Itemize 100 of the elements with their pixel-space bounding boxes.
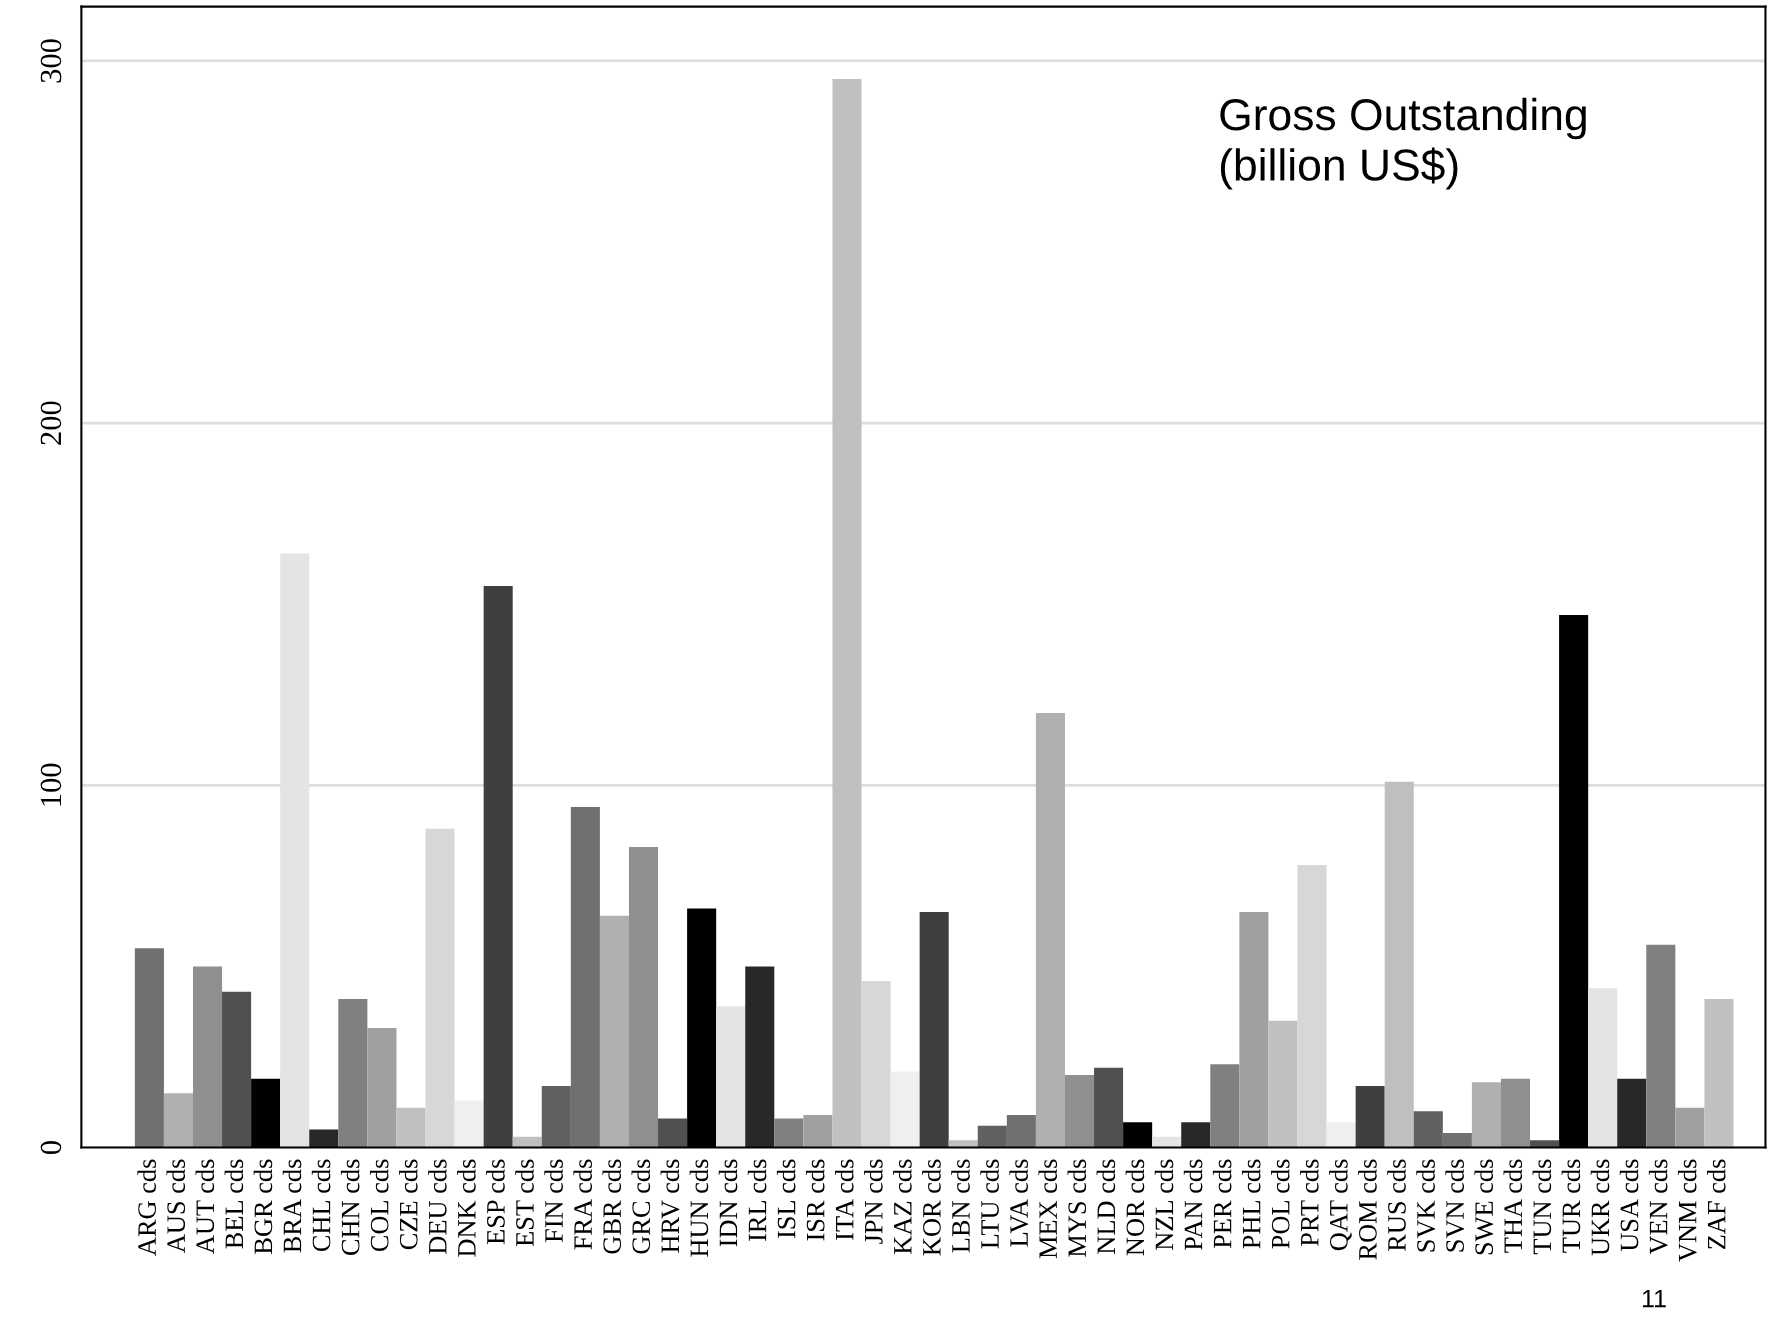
x-tick-label: AUT cds [195, 1159, 215, 1254]
x-tick-label: PAN cds [1183, 1159, 1203, 1251]
x-tick-label: PRT cds [1300, 1159, 1319, 1247]
bar [134, 948, 164, 1148]
x-tick-label: ARG cds [137, 1159, 156, 1256]
bar [658, 1118, 688, 1148]
bar [1064, 1075, 1095, 1148]
x-tick-label: DEU cds [428, 1159, 447, 1254]
bar [890, 1071, 920, 1148]
bar [1355, 1085, 1385, 1148]
x-tick-label: GBR cds [602, 1159, 622, 1254]
x-tick-label: NOR cds [1125, 1159, 1145, 1256]
bar [1646, 944, 1676, 1148]
x-tick-label: BEL cds [224, 1159, 244, 1249]
x-tick-label: HRV cds [660, 1159, 680, 1253]
bar [1181, 1122, 1211, 1148]
x-tick-label: LBN cds [951, 1159, 970, 1253]
x-tick-label: MEX cds [1038, 1159, 1058, 1259]
bar [1239, 912, 1269, 1148]
x-tick-label: CHL cds [311, 1159, 331, 1252]
bar [1094, 1067, 1124, 1148]
x-tick-label: EST cds [515, 1159, 534, 1247]
x-tick-label: MYS cds [1067, 1159, 1087, 1257]
bar [716, 1006, 746, 1148]
x-tick-label: DNK cds [457, 1159, 476, 1257]
x-tick-label: VNM cds [1677, 1159, 1697, 1262]
y-tick-label: 100 [40, 763, 62, 806]
x-tick-label: KAZ cds [893, 1159, 912, 1254]
bar [1675, 1107, 1705, 1148]
bar [1442, 1133, 1472, 1148]
bar [1500, 1078, 1531, 1148]
x-tick-label: CZE cds [399, 1159, 418, 1250]
y-tick-label: 200 [40, 401, 62, 445]
x-tick-label: BGR cds [253, 1159, 273, 1254]
annotation: Gross Outstanding (billion US$) [1220, 97, 1586, 190]
bar [570, 807, 600, 1148]
x-tick-label: TUN cds [1532, 1159, 1552, 1255]
x-tick-label: SWE cds [1474, 1159, 1494, 1255]
bar [1268, 1020, 1298, 1148]
bar [222, 991, 252, 1148]
x-tick-label: LVA cds [1009, 1159, 1029, 1247]
x-tick-label: JPN cds [864, 1159, 883, 1244]
bar [163, 1093, 193, 1148]
bar [541, 1085, 571, 1148]
bar [192, 966, 223, 1148]
bar [483, 586, 513, 1148]
bar [454, 1100, 484, 1148]
x-tick-label: LTU cds [980, 1159, 999, 1249]
bar [774, 1118, 804, 1148]
bar [425, 828, 455, 1148]
bar [1588, 988, 1618, 1148]
x-tick-label: PER cds [1212, 1159, 1232, 1249]
bar [628, 846, 659, 1148]
bar [745, 966, 775, 1148]
bar [1210, 1064, 1240, 1148]
x-tick-label: GRC cds [631, 1159, 651, 1254]
y-tick-label: 0 [40, 1141, 62, 1154]
bar [309, 1129, 339, 1148]
x-tick-label: ZAF cds [1706, 1159, 1726, 1250]
x-tick-label: CHN cds [340, 1159, 360, 1256]
x-tick-label: QAT cds [1329, 1159, 1352, 1251]
x-tick-label: IDN cds [718, 1159, 738, 1247]
x-tick-label: UKR cds [1590, 1159, 1610, 1256]
x-tick-label: THA cds [1503, 1159, 1523, 1253]
x-tick-label: KOR cds [922, 1159, 941, 1256]
x-tick-label: ROM cds [1358, 1159, 1377, 1260]
x-tick-label: TUR cds [1561, 1159, 1581, 1253]
bar [1704, 999, 1734, 1148]
bar [1006, 1114, 1036, 1148]
x-tick-label: ISR cds [805, 1159, 825, 1241]
bar [599, 915, 629, 1148]
x-tick-label: ISL cds [776, 1159, 796, 1239]
x-tick-label: COL cds [369, 1159, 389, 1252]
x-tick-label: NZL cds [1154, 1159, 1174, 1250]
bar [367, 1028, 397, 1148]
bar [1471, 1082, 1501, 1148]
bar [1413, 1111, 1443, 1148]
bar [832, 79, 862, 1148]
x-tick-label: BRA cds [282, 1159, 302, 1253]
bar [977, 1125, 1007, 1148]
x-tick-label: NLD cds [1096, 1159, 1116, 1254]
x-tick-label: FIN cds [544, 1159, 563, 1243]
x-tick-label: SVN cds [1445, 1159, 1465, 1252]
x-tick-label: ESP cds [486, 1159, 505, 1245]
text: 11 [1642, 1290, 1666, 1308]
x-tick-label: SVK cds [1416, 1159, 1436, 1252]
x-tick-label: AUS cds [166, 1159, 186, 1253]
bar [1617, 1078, 1647, 1148]
bar [1384, 781, 1414, 1148]
x-tick-label: PHL cds [1241, 1159, 1261, 1249]
x-tick-label: POL cds [1271, 1159, 1290, 1249]
x-tick-label: IRL cds [747, 1159, 767, 1241]
bar [803, 1114, 833, 1148]
x-tick-label: RUS cds [1387, 1159, 1406, 1251]
y-tick-label: 300 [40, 39, 62, 83]
bar [338, 999, 368, 1148]
x-tick-label: USA cds [1619, 1159, 1639, 1252]
bar [1297, 865, 1327, 1148]
x-tick-label: HUN cds [689, 1159, 709, 1257]
bar [1035, 712, 1065, 1148]
